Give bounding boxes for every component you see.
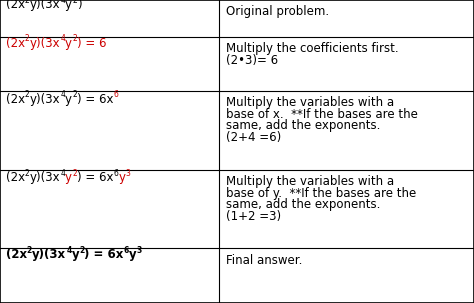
Text: y: y [118,171,125,185]
Text: Multiply the variables with a: Multiply the variables with a [226,96,394,109]
Text: 6: 6 [113,169,118,178]
Text: 2: 2 [27,246,32,255]
Text: y: y [129,248,137,261]
Text: base of x.  **If the bases are the: base of x. **If the bases are the [226,108,418,121]
Text: (2x: (2x [6,248,27,261]
Text: y)(3x: y)(3x [32,248,66,261]
Text: 2: 2 [72,35,77,43]
Text: ) = 6x: ) = 6x [84,248,124,261]
Text: y)(3x: y)(3x [29,37,60,50]
Text: (2•3)= 6: (2•3)= 6 [226,54,278,67]
Text: same, add the exponents.: same, add the exponents. [226,119,381,132]
Text: 2: 2 [72,90,77,99]
Text: 2: 2 [79,246,84,255]
Text: ): ) [77,0,82,12]
Text: (2x: (2x [6,93,25,106]
Text: ) = 6x: ) = 6x [77,93,113,106]
Text: 4: 4 [60,90,65,99]
Text: (2x: (2x [6,0,25,12]
Text: y: y [65,171,72,185]
Text: Final answer.: Final answer. [226,254,302,267]
Text: y: y [72,248,79,261]
Text: (2+4 =6): (2+4 =6) [226,131,282,144]
Text: 4: 4 [60,169,65,178]
Text: y)(3x: y)(3x [29,171,60,185]
Text: 2: 2 [25,90,29,99]
Text: 4: 4 [60,0,65,5]
Text: 4: 4 [66,246,72,255]
Text: 2: 2 [25,0,29,5]
Text: 2: 2 [25,169,29,178]
Text: same, add the exponents.: same, add the exponents. [226,198,381,211]
Text: y: y [65,93,72,106]
Text: 2: 2 [72,0,77,5]
Text: y: y [65,0,72,12]
Text: 6: 6 [113,90,118,99]
Text: (1+2 =3): (1+2 =3) [226,210,281,223]
Text: y: y [65,37,72,50]
Text: ) = 6: ) = 6 [77,37,106,50]
Text: Original problem.: Original problem. [226,5,329,18]
Text: 6: 6 [124,246,129,255]
Text: Multiply the variables with a: Multiply the variables with a [226,175,394,188]
Text: y)(3x: y)(3x [29,0,60,12]
Text: y)(3x: y)(3x [29,93,60,106]
Text: (2x: (2x [6,37,25,50]
Text: 3: 3 [125,169,130,178]
Text: Multiply the coefficients first.: Multiply the coefficients first. [226,42,399,55]
Text: base of y.  **If the bases are the: base of y. **If the bases are the [226,187,416,200]
Text: 2: 2 [72,169,77,178]
Text: 3: 3 [137,246,142,255]
Text: (2x: (2x [6,171,25,185]
Text: 4: 4 [60,35,65,43]
Text: 2: 2 [25,35,29,43]
Text: ) = 6x: ) = 6x [77,171,113,185]
